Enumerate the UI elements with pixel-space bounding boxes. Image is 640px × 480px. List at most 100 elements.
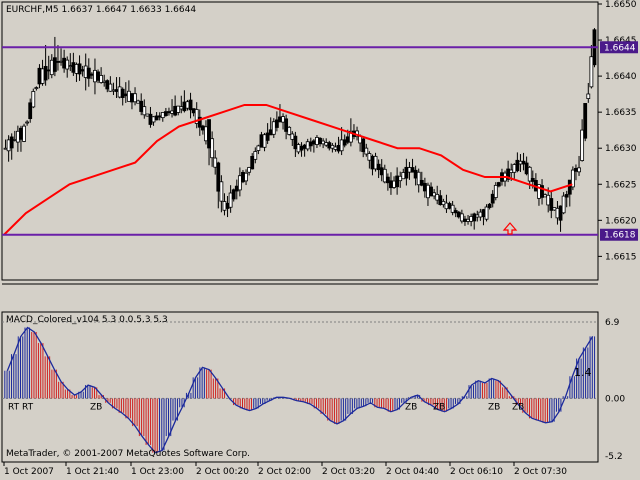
time-tick-label: 2 Oct 00:20: [196, 467, 249, 477]
candle: [244, 169, 248, 186]
candle: [453, 207, 458, 218]
candle: [586, 82, 591, 103]
candle: [133, 87, 137, 106]
lower-level-label-text: 1.6618: [604, 231, 636, 241]
indicator-annotation: ZB: [90, 402, 102, 412]
price-tick-label: 1.6650: [605, 0, 637, 10]
candle: [86, 58, 91, 87]
up-arrow-icon: [502, 222, 518, 235]
indicator-annotation: ZB: [405, 402, 417, 412]
candle: [237, 167, 242, 197]
price-tick-label: 1.6620: [605, 216, 637, 226]
candle: [484, 204, 489, 222]
candle: [22, 123, 26, 143]
candle: [142, 99, 147, 119]
candle: [219, 175, 224, 213]
indicator-annotations: RT RT ZB ZB ZB ZB ZB: [8, 402, 524, 412]
candle: [459, 209, 464, 224]
candle: [25, 120, 30, 126]
time-tick-label: 2 Oct 03:20: [322, 467, 375, 477]
candle: [570, 166, 575, 191]
candle: [65, 56, 70, 78]
candle: [197, 109, 202, 136]
candle: [293, 131, 298, 157]
copyright-text: MetaTrader, © 2001-2007 MetaQuotes Softw…: [6, 449, 250, 459]
candle: [271, 118, 276, 138]
candle: [487, 202, 492, 210]
time-axis: 1 Oct 2007 1 Oct 21:40 1 Oct 23:00 2 Oct 00…: [3, 462, 567, 477]
candle: [194, 102, 199, 129]
candle: [154, 112, 159, 121]
price-tick-label: 1.6615: [605, 252, 637, 262]
candle: [395, 167, 400, 195]
candle: [361, 136, 366, 158]
candle: [163, 107, 168, 117]
candle: [145, 113, 150, 117]
candle: [540, 179, 544, 205]
candle: [583, 103, 588, 142]
candle: [373, 152, 378, 172]
indicator-annotation: RT: [22, 402, 34, 412]
candle: [564, 190, 569, 208]
candle: [284, 114, 289, 140]
time-tick-label: 2 Oct 06:10: [450, 467, 503, 477]
candle: [231, 188, 236, 202]
candle: [34, 86, 39, 91]
candle: [207, 119, 211, 166]
time-tick-label: 2 Oct 07:30: [514, 467, 567, 477]
price-panel[interactable]: EURCHF,M5 1.6637 1.6647 1.6633 1.6644: [1, 1, 599, 281]
indicator-annotation: ZB: [512, 402, 524, 412]
candle: [419, 171, 424, 187]
candle: [28, 98, 33, 123]
candle: [549, 191, 554, 219]
candle: [382, 164, 387, 184]
indicator-panel-frame: [1, 311, 599, 463]
candle: [410, 158, 415, 173]
candle: [490, 190, 495, 208]
candle: [429, 182, 433, 197]
macd-line: [6, 326, 594, 454]
candle: [99, 67, 104, 84]
candle: [247, 166, 252, 176]
indicator-axis: 6.9 0.00 -5.2: [605, 318, 625, 462]
candle: [385, 173, 390, 191]
candle: [188, 92, 193, 119]
indicator-tick-label: -5.2: [605, 452, 623, 462]
indicator-tick-label: 0.00: [605, 394, 625, 404]
price-axis: 1.6650 1.6645 1.6640 1.6635 1.6630 1.6625 1.66…: [598, 0, 637, 262]
upper-level-label: 1.6644: [600, 41, 638, 54]
time-tick-label: 1 Oct 2007: [4, 467, 54, 477]
candle: [108, 76, 113, 92]
time-tick-label: 1 Oct 23:00: [131, 467, 184, 477]
upper-level-label-text: 1.6644: [604, 43, 636, 53]
candle: [496, 181, 501, 188]
price-tick-label: 1.6640: [605, 72, 637, 82]
price-tick-label: 1.6645: [605, 36, 637, 46]
candle: [364, 143, 369, 157]
time-tick-label: 1 Oct 21:40: [66, 467, 119, 477]
candle: [43, 45, 48, 86]
indicator-annotation: ZB: [433, 402, 445, 412]
candle: [493, 182, 498, 201]
candle: [577, 155, 581, 176]
candle: [253, 147, 258, 164]
candle: [438, 190, 443, 206]
candle: [31, 88, 36, 109]
candle: [9, 133, 14, 160]
indicator-annotation: RT: [8, 402, 20, 412]
time-tick-label: 2 Oct 02:00: [258, 467, 311, 477]
candle: [274, 111, 279, 132]
candle: [561, 192, 566, 215]
candle: [256, 144, 261, 155]
candle: [376, 159, 381, 179]
candle: [52, 36, 57, 77]
candle: [515, 152, 520, 173]
candle: [589, 44, 594, 89]
candle: [265, 123, 270, 144]
indicator-panel[interactable]: MACD_Colored_v104 5.3 0.0.5.3 5.3 1.4 RT…: [1, 283, 599, 463]
candle: [250, 153, 255, 170]
indicator-tick-label: 6.9: [605, 318, 620, 328]
indicator-annotation: ZB: [488, 402, 500, 412]
